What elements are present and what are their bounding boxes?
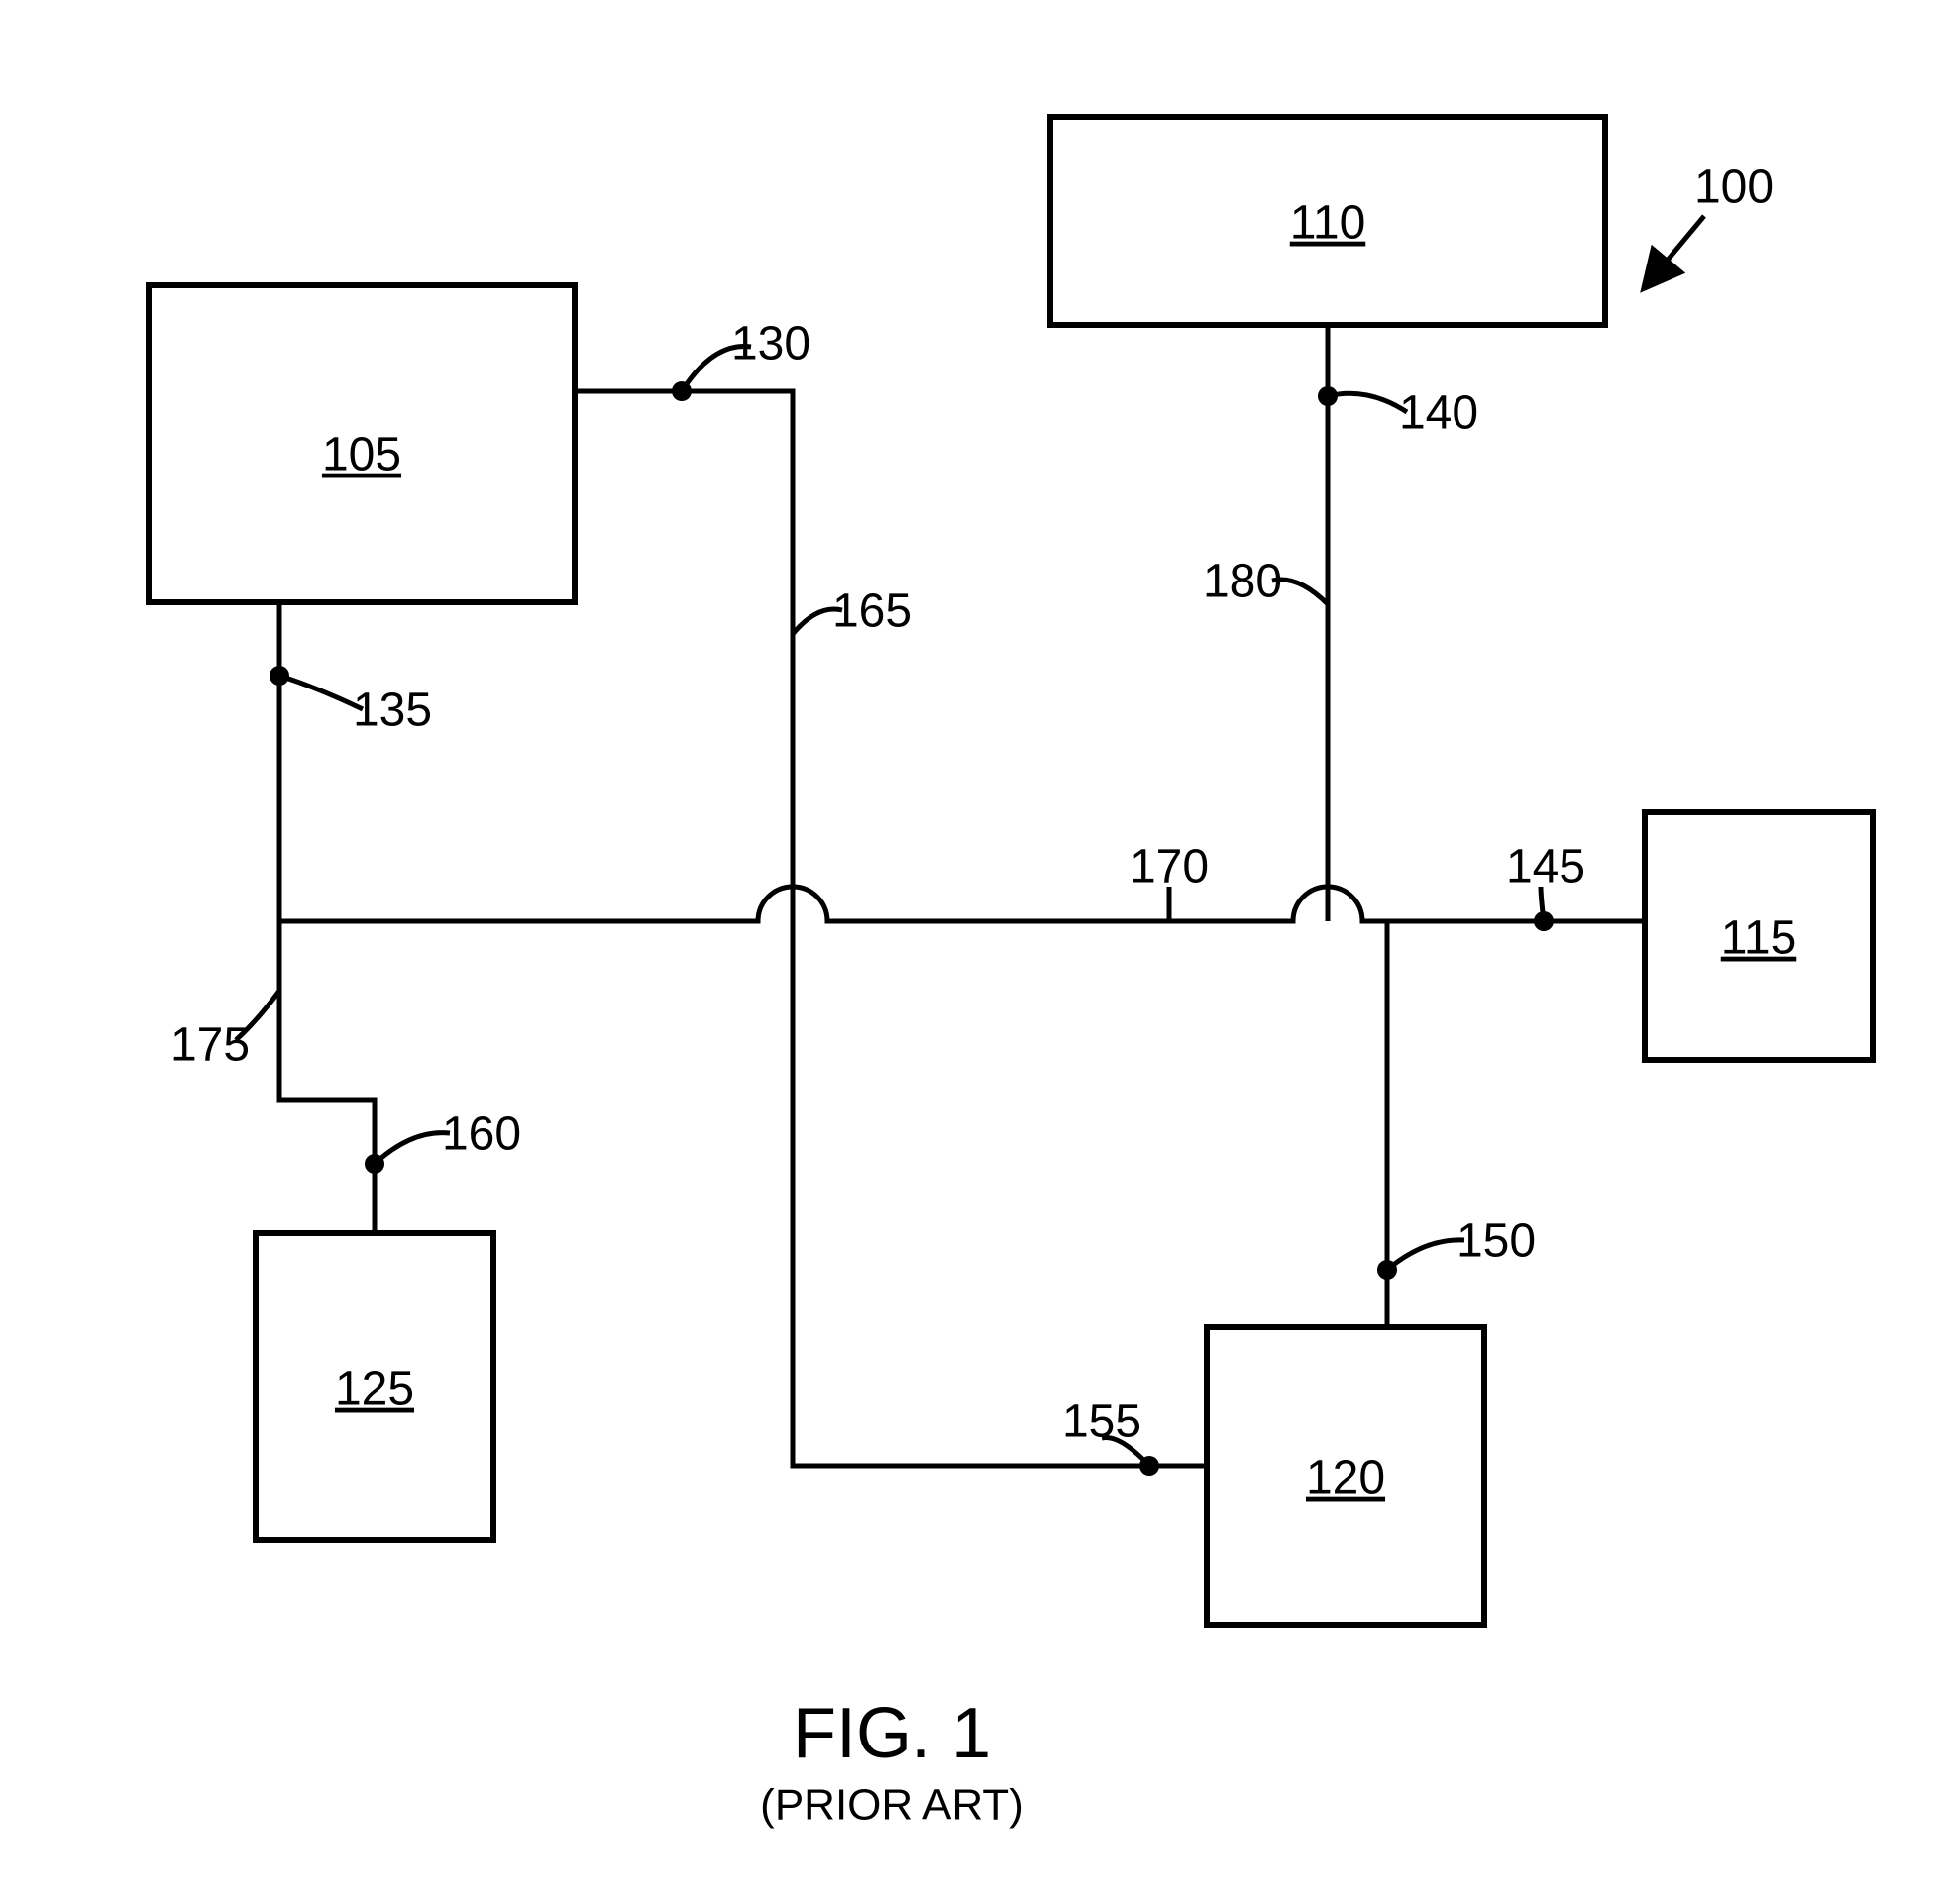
wire-w165	[575, 391, 1207, 1466]
ref-label-r170: 170	[1130, 841, 1209, 894]
ref-label-r165: 165	[832, 585, 912, 638]
port-label-p160: 160	[442, 1109, 521, 1161]
block-label-b105: 105	[322, 429, 401, 481]
lead-l135	[279, 676, 363, 709]
block-label-b115: 115	[1721, 912, 1797, 965]
port-label-p150: 150	[1456, 1216, 1536, 1268]
port-label-p135: 135	[353, 685, 432, 737]
block-label-b110: 110	[1290, 197, 1366, 250]
block-label-b125: 125	[335, 1363, 414, 1416]
lead-l160	[375, 1133, 450, 1164]
wire-w180	[1328, 325, 1387, 1327]
ref-label-r180: 180	[1203, 556, 1282, 608]
port-label-p140: 140	[1399, 387, 1478, 440]
figure-title: FIG. 1	[793, 1694, 991, 1773]
system-ref-arrow	[1645, 216, 1704, 287]
port-label-p145: 145	[1506, 841, 1585, 894]
wire-w170	[279, 887, 1645, 921]
system-ref-label: 100	[1694, 161, 1774, 214]
lead-l140	[1328, 393, 1407, 412]
patent-figure: 105 110 115 120 125 130 135 140 145 150 155 160 165 1…	[0, 0, 1942, 1904]
port-label-p155: 155	[1062, 1396, 1141, 1448]
figure-subtitle: (PRIOR ART)	[760, 1781, 1024, 1830]
ref-label-r175: 175	[170, 1019, 250, 1072]
block-label-b120: 120	[1306, 1452, 1385, 1505]
lead-l150	[1387, 1240, 1464, 1270]
port-label-p130: 130	[731, 318, 810, 370]
